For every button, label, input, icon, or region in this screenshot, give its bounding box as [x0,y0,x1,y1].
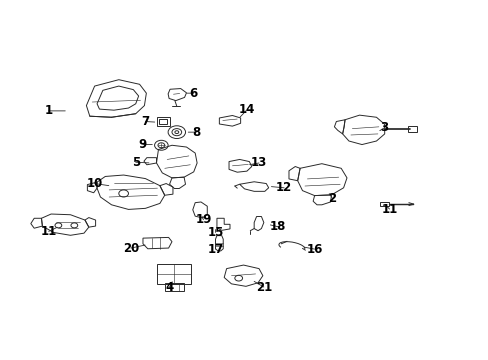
Bar [157,117,169,126]
Bar [407,126,416,132]
Text: 2: 2 [328,192,336,205]
Bar [164,283,183,291]
Text: 12: 12 [275,181,292,194]
Text: 9: 9 [139,138,147,151]
Text: 15: 15 [207,226,223,239]
Text: 5: 5 [131,156,140,169]
Text: 10: 10 [86,177,102,190]
Text: 19: 19 [195,213,211,226]
Text: 18: 18 [269,220,286,233]
Text: 8: 8 [192,126,200,139]
Bar [379,202,388,206]
Bar [159,119,167,124]
Text: 16: 16 [306,243,322,256]
Text: 14: 14 [238,103,255,116]
Text: 6: 6 [189,87,198,100]
Text: 1: 1 [44,104,53,117]
Text: 13: 13 [250,157,266,170]
Text: 7: 7 [141,115,149,128]
Text: 20: 20 [122,242,139,255]
Bar [157,264,191,284]
Text: 11: 11 [381,203,397,216]
Text: 4: 4 [165,280,173,293]
Text: 17: 17 [207,243,223,256]
Text: 3: 3 [380,121,388,134]
Text: 21: 21 [255,280,271,293]
Text: 11: 11 [41,225,57,238]
